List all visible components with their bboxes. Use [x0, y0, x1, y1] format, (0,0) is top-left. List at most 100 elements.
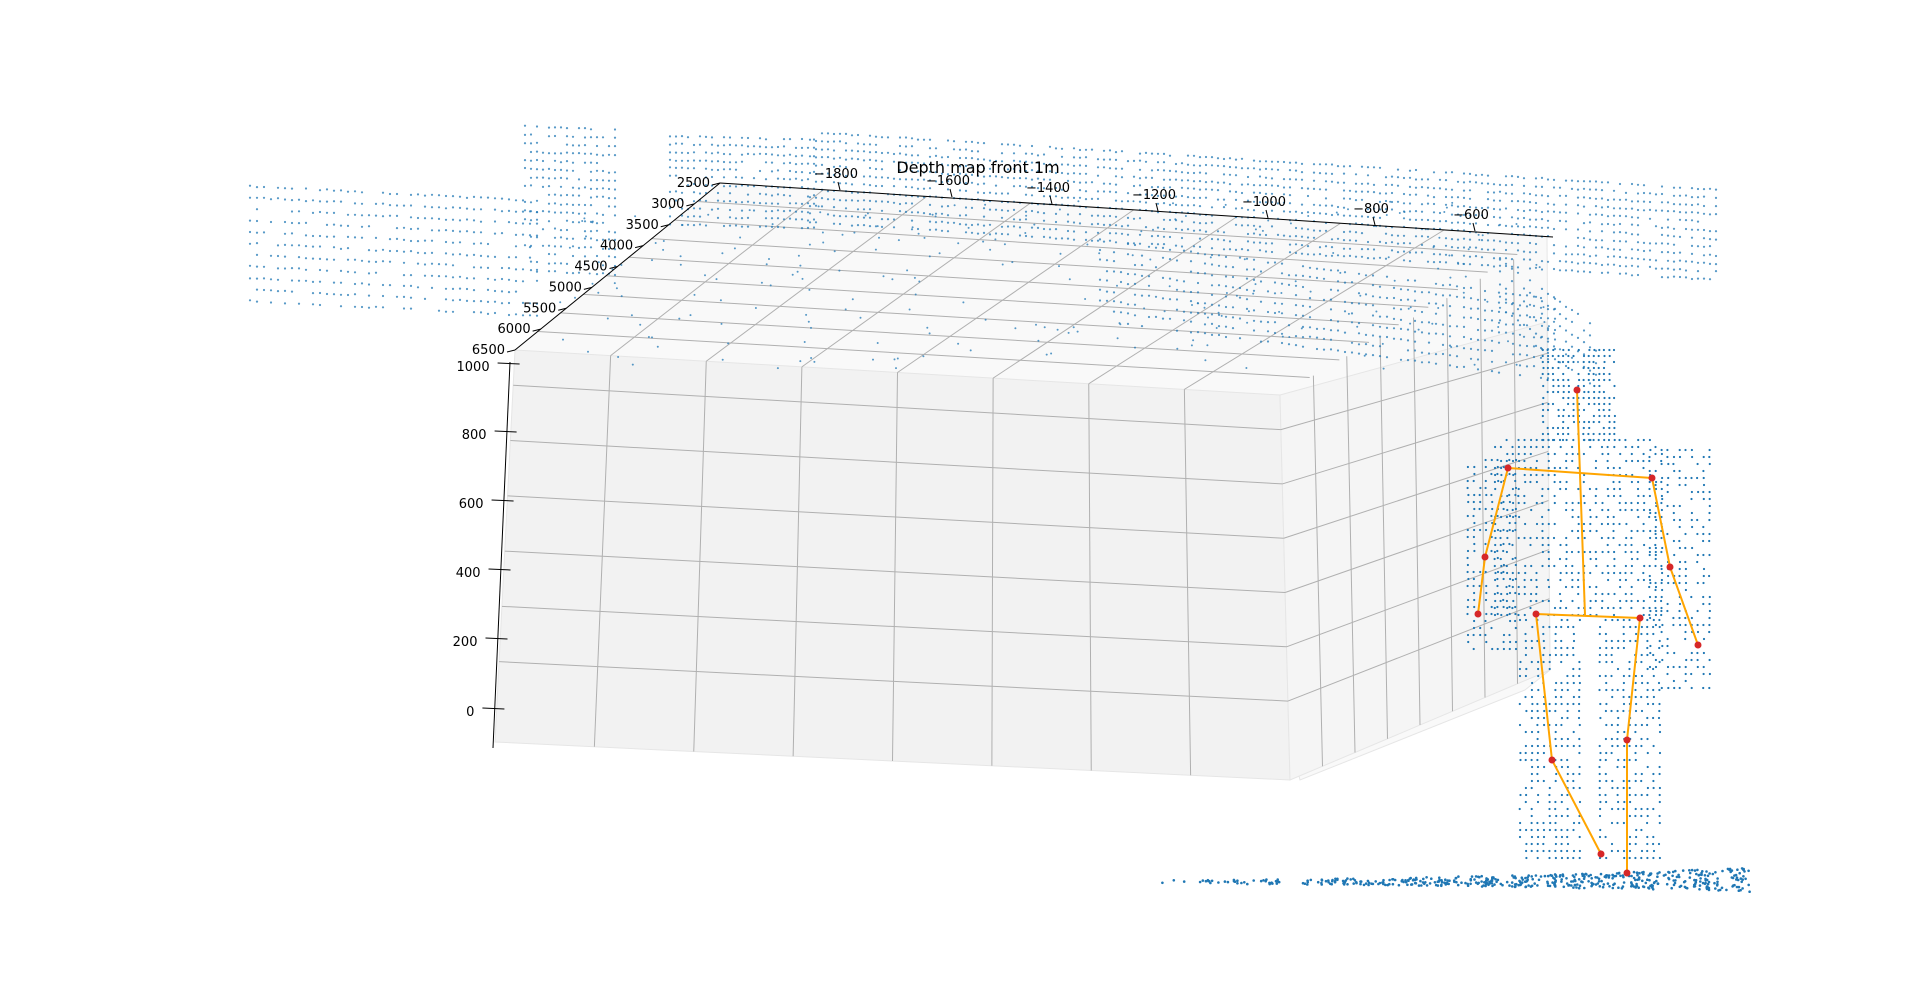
body-point: [1684, 560, 1687, 564]
body-point: [1666, 504, 1669, 508]
body-point: [1696, 553, 1699, 557]
body-point: [1578, 849, 1581, 853]
body-point: [1612, 360, 1616, 364]
cloud-point: [679, 255, 682, 258]
body-point: [1622, 688, 1625, 692]
body-point: [1577, 384, 1580, 388]
cloud-point: [1413, 359, 1417, 362]
body-point: [1552, 426, 1555, 430]
cloud-point: [521, 199, 525, 202]
depth-tick-mark: [609, 266, 618, 269]
cloud-point: [547, 220, 551, 223]
cloud-point: [1434, 282, 1438, 285]
cloud-point: [838, 199, 842, 202]
body-point: [1506, 529, 1509, 533]
floor-point: [1530, 875, 1533, 878]
body-point: [1610, 674, 1613, 678]
x-tick-mark: [1049, 195, 1053, 205]
cloud-point: [1350, 341, 1354, 344]
cloud-point: [1078, 222, 1082, 225]
body-point: [1630, 536, 1633, 540]
cloud-point: [814, 148, 818, 151]
cloud-point: [1708, 253, 1712, 256]
cloud-point: [1306, 194, 1310, 198]
cloud-point: [964, 214, 968, 217]
cloud-point: [1342, 247, 1346, 250]
cloud-point: [547, 177, 551, 180]
cloud-point: [1144, 151, 1148, 154]
cloud-point: [553, 177, 557, 180]
body-point: [1494, 578, 1497, 582]
body-point: [1690, 497, 1693, 501]
body-point: [1493, 550, 1496, 554]
cloud-point: [1594, 373, 1598, 376]
cloud-point: [553, 211, 557, 214]
cloud-point: [1217, 313, 1221, 316]
body-point: [1511, 452, 1514, 456]
cloud-point: [1162, 194, 1166, 197]
cloud-point: [1612, 189, 1616, 192]
body-point: [1560, 702, 1563, 706]
cloud-point: [728, 200, 732, 203]
body-point: [1613, 557, 1616, 561]
body-point: [1593, 390, 1596, 394]
cloud-point: [500, 302, 504, 305]
cloud-point: [1012, 218, 1016, 221]
floor-point: [1243, 881, 1246, 884]
cloud-point: [276, 267, 280, 270]
cloud-point: [565, 127, 569, 130]
cloud-point: [559, 229, 563, 232]
cloud-point: [1329, 318, 1333, 322]
body-point: [1578, 744, 1581, 748]
cloud-point: [826, 190, 830, 193]
body-point: [1708, 497, 1711, 501]
body-point: [1529, 452, 1532, 456]
cloud-point: [1624, 272, 1628, 275]
cloud-point: [734, 176, 738, 179]
cloud-point: [928, 170, 932, 173]
body-point: [1646, 765, 1649, 769]
body-point: [1684, 574, 1687, 578]
floor-point: [1619, 874, 1622, 878]
cloud-point: [994, 238, 997, 241]
cloud-point: [1222, 231, 1226, 234]
floor-point: [1671, 870, 1675, 874]
cloud-point: [1132, 242, 1136, 245]
body-point: [1547, 438, 1550, 442]
cloud-point: [553, 193, 557, 196]
body-point: [1583, 390, 1586, 394]
cloud-point: [409, 284, 413, 287]
cloud-point: [346, 224, 350, 227]
cloud-point: [910, 170, 914, 173]
body-point: [1567, 625, 1570, 629]
body-point: [1555, 681, 1558, 685]
cloud-point: [248, 242, 252, 245]
body-point: [1517, 494, 1520, 498]
cloud-point: [722, 152, 726, 156]
cloud-point: [290, 232, 294, 235]
body-point: [1506, 536, 1509, 540]
cloud-point: [1552, 203, 1556, 206]
cloud-point: [856, 150, 860, 153]
cloud-point: [1189, 250, 1193, 253]
cloud-point: [423, 297, 427, 300]
floor-point: [1577, 878, 1581, 881]
body-point: [1617, 646, 1620, 650]
cloud-point: [1570, 345, 1574, 348]
cloud-point: [630, 314, 633, 317]
cloud-point: [1648, 200, 1652, 204]
floor-point: [1367, 883, 1370, 887]
vertical-tick-label: 200: [453, 635, 478, 650]
cloud-point: [523, 124, 527, 127]
body-point: [1708, 518, 1711, 522]
cloud-point: [1624, 240, 1628, 243]
cloud-point: [318, 245, 322, 248]
cloud-point: [562, 338, 564, 341]
body-point: [1648, 469, 1651, 473]
body-point: [1542, 849, 1545, 853]
body-point: [1599, 716, 1602, 720]
cloud-point: [311, 257, 315, 260]
body-point: [1566, 856, 1569, 860]
cloud-point: [1270, 192, 1274, 195]
cloud-point: [1576, 312, 1580, 315]
